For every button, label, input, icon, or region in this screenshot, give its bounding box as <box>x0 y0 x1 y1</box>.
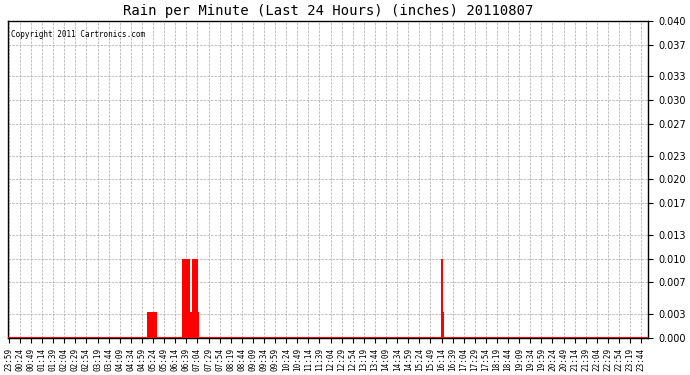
Title: Rain per Minute (Last 24 Hours) (inches) 20110807: Rain per Minute (Last 24 Hours) (inches)… <box>123 4 533 18</box>
Text: Copyright 2011 Cartronics.com: Copyright 2011 Cartronics.com <box>11 30 146 39</box>
